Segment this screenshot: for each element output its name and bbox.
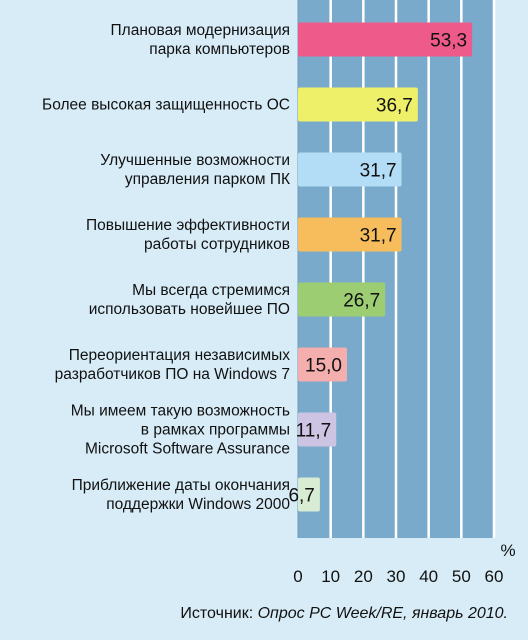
value-label-4: 31,7	[360, 226, 397, 247]
value-label-1: 53,3	[430, 31, 467, 52]
category-label-5-line-1: Мы всегда стремимся	[132, 282, 290, 299]
value-label-5: 26,7	[343, 291, 380, 312]
category-label-6-line-1: Переориентация независимых	[69, 347, 291, 364]
x-axis-unit-label: %	[500, 541, 515, 560]
category-label-7-line-3: Microsoft Software Assurance	[85, 441, 290, 458]
bar-6	[298, 347, 347, 382]
category-label-3-line-2: управления парком ПК	[125, 171, 290, 188]
x-tick-label-0: 0	[293, 567, 302, 586]
source-note: Источник: Опрос PC Week/RE, январь 2010.	[0, 605, 508, 623]
category-label-8-line-1: Приближение даты окончания	[72, 477, 290, 494]
category-label-4-line-2: работы сотрудников	[144, 236, 290, 253]
bar-5	[298, 282, 386, 317]
category-label-7-line-1: Мы имеем такую возможность	[71, 403, 290, 420]
bar-4	[298, 217, 402, 252]
x-tick-label-5: 50	[452, 567, 471, 586]
bar-7	[298, 412, 337, 447]
category-label-1-line-2: парка компьютеров	[149, 41, 290, 58]
category-label-2-line-1: Более высокая защищенность ОС	[42, 97, 290, 114]
bar-3	[298, 152, 402, 187]
category-label-7-line-2: в рамках программы	[141, 422, 290, 439]
category-label-1-line-1: Плановая модернизация	[111, 22, 290, 39]
category-label-5-line-2: использовать новейшее ПО	[89, 301, 290, 318]
source-prefix: Источник:	[180, 605, 258, 622]
x-tick-label-4: 40	[419, 567, 438, 586]
x-tick-label-1: 10	[321, 567, 340, 586]
bar-2	[298, 87, 418, 122]
category-label-6-line-2: разработчиков ПО на Windows 7	[55, 366, 290, 383]
category-label-8-line-2: поддержки Windows 2000	[106, 496, 290, 513]
category-label-3-line-1: Улучшенные возможности	[100, 152, 290, 169]
x-tick-label-6: 60	[485, 567, 504, 586]
value-label-8: 6,7	[288, 486, 314, 507]
bar-8	[298, 477, 320, 512]
source-text: Опрос PC Week/RE, январь 2010.	[257, 605, 508, 622]
bar-1	[298, 22, 473, 57]
value-label-3: 31,7	[360, 161, 397, 182]
value-label-7: 11,7	[296, 421, 332, 442]
x-tick-label-3: 30	[387, 567, 406, 586]
x-tick-label-2: 20	[354, 567, 373, 586]
value-label-2: 36,7	[376, 96, 413, 117]
category-label-4-line-1: Повышение эффективности	[86, 217, 290, 234]
value-label-6: 15,0	[305, 356, 342, 377]
